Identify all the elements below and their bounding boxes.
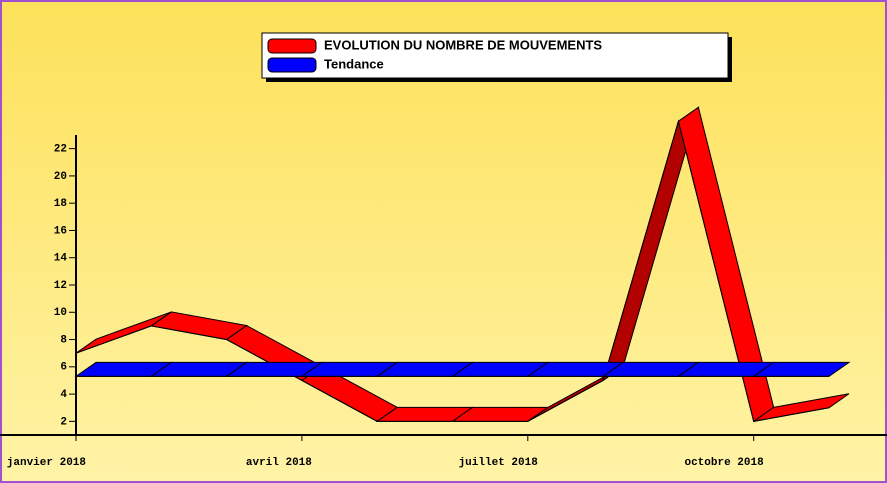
legend-swatch — [267, 57, 317, 73]
y-tick-label: 6 — [60, 362, 67, 374]
legend-label: Tendance — [324, 56, 384, 71]
y-tick-label: 18 — [54, 198, 68, 210]
series-line — [75, 119, 830, 422]
y-tick-label: 14 — [54, 253, 68, 265]
x-tick-label: janvier 2018 — [7, 457, 87, 469]
legend-label: EVOLUTION DU NOMBRE DE MOUVEMENTS — [324, 37, 602, 52]
legend-swatch — [267, 38, 317, 54]
y-tick-label: 8 — [60, 334, 67, 346]
x-tick-label: juillet 2018 — [459, 457, 539, 469]
legend — [261, 32, 729, 79]
y-tick-label: 12 — [54, 280, 67, 292]
y-tick-label: 16 — [54, 225, 67, 237]
y-tick-label: 2 — [60, 416, 67, 428]
x-tick-label: octobre 2018 — [684, 457, 764, 469]
y-tick-label: 20 — [54, 171, 67, 183]
y-tick-label: 10 — [54, 307, 67, 319]
y-tick-label: 22 — [54, 144, 67, 156]
x-tick-label: avril 2018 — [246, 457, 312, 469]
y-tick-label: 4 — [60, 389, 67, 401]
